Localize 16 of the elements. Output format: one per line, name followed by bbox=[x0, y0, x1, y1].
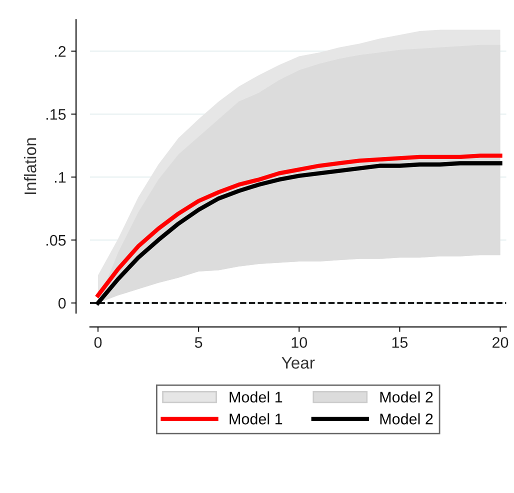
x-tick-label: 10 bbox=[292, 337, 308, 348]
x-tick-label: 15 bbox=[392, 337, 408, 348]
y-tick-label: .05 bbox=[46, 234, 66, 246]
y-tick-label: .15 bbox=[46, 109, 66, 120]
y-axis-title: Inflation bbox=[24, 138, 36, 194]
legend-label: Model 1 bbox=[230, 413, 282, 424]
x-tick-label: 20 bbox=[492, 337, 508, 348]
y-tick-label: .2 bbox=[54, 46, 66, 57]
text: Model 2 bbox=[380, 391, 433, 403]
x-axis-title: Year bbox=[282, 357, 315, 369]
x-tick-label: 5 bbox=[194, 337, 202, 348]
x-tick-label: 0 bbox=[94, 337, 102, 348]
y-tick-label: .1 bbox=[54, 172, 66, 183]
legend-label: Model 2 bbox=[380, 413, 433, 424]
text: Model 1 bbox=[230, 391, 282, 403]
y-tick-label: 0 bbox=[58, 298, 66, 309]
